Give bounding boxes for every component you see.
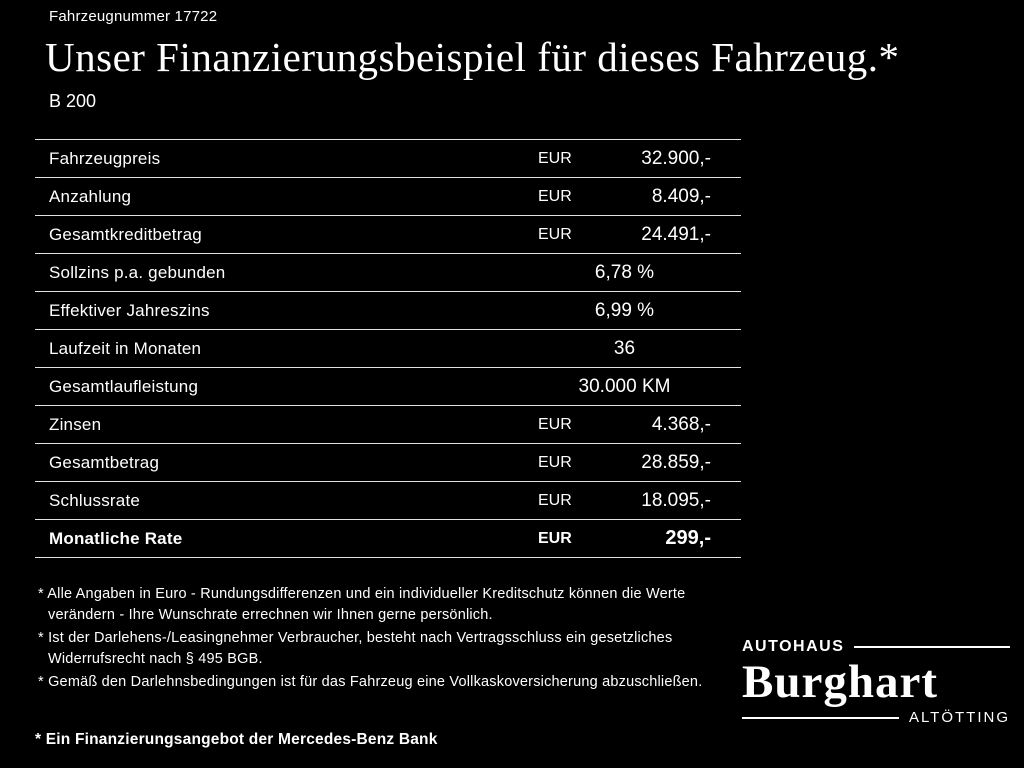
row-label: Anzahlung — [49, 186, 132, 206]
table-row: Sollzins p.a. gebunden 6,78 % — [35, 253, 741, 291]
footnote: * Alle Angaben in Euro - Rundungsdiffere… — [38, 586, 686, 623]
page-title: Unser Finanzierungsbeispiel für dieses F… — [45, 34, 900, 80]
row-currency: EUR — [538, 225, 572, 243]
row-label: Schlussrate — [49, 490, 141, 510]
table-row: Fahrzeugpreis EUR 32.900,- — [35, 139, 741, 177]
dealer-logo-top: AUTOHAUS — [742, 638, 1010, 656]
row-value: 36 — [613, 337, 636, 359]
financing-table: Fahrzeugpreis EUR 32.900,- Anzahlung EUR… — [35, 139, 741, 558]
row-value: 24.491,- — [641, 223, 711, 245]
table-row: Laufzeit in Monaten 36 — [35, 329, 741, 367]
footnotes: * Alle Angaben in Euro - Rundungsdiffere… — [35, 584, 750, 696]
row-currency: EUR — [538, 453, 572, 471]
row-label: Effektiver Jahreszins — [49, 300, 210, 320]
row-label: Monatliche Rate — [49, 528, 183, 548]
dealer-logo-bottom: ALTÖTTING — [742, 709, 1010, 726]
footnote: * Ist der Darlehens-/Leasingnehmer Verbr… — [38, 630, 673, 667]
row-currency: EUR — [538, 187, 572, 205]
row-value: 8.409,- — [651, 185, 711, 207]
row-value: 6,99 % — [594, 299, 655, 321]
row-label: Laufzeit in Monaten — [49, 338, 202, 358]
row-label: Sollzins p.a. gebunden — [49, 262, 226, 282]
row-currency: EUR — [538, 529, 572, 547]
vehicle-model: B 200 — [49, 91, 97, 111]
row-label: Zinsen — [49, 414, 102, 434]
row-currency: EUR — [538, 149, 572, 167]
table-row: Schlussrate EUR 18.095,- — [35, 481, 741, 519]
logo-divider-line — [854, 646, 1010, 648]
vehicle-number: Fahrzeugnummer 17722 — [49, 8, 218, 25]
row-label: Fahrzeugpreis — [49, 148, 161, 168]
row-label: Gesamtbetrag — [49, 452, 160, 472]
row-value: 18.095,- — [641, 489, 711, 511]
row-currency: EUR — [538, 415, 572, 433]
dealer-name: Burghart — [742, 656, 938, 708]
document-header: Fahrzeugnummer 17722 Unser Finanzierungs… — [35, 8, 1005, 112]
row-value: 28.859,- — [641, 451, 711, 473]
table-row: Zinsen EUR 4.368,- — [35, 405, 741, 443]
row-value: 6,78 % — [594, 261, 655, 283]
financing-bank-note: * Ein Finanzierungsangebot der Mercedes-… — [35, 731, 438, 748]
dealer-logo: AUTOHAUS Burghart ALTÖTTING — [742, 638, 1010, 726]
row-label: Gesamtkreditbetrag — [49, 224, 202, 244]
table-row-monthly-rate: Monatliche Rate EUR 299,- — [35, 519, 741, 557]
table-row: Anzahlung EUR 8.409,- — [35, 177, 741, 215]
dealer-logo-autohaus-label: AUTOHAUS — [742, 638, 845, 655]
footnote: * Gemäß den Darlehnsbedingungen ist für … — [38, 674, 703, 691]
table-row: Gesamtlaufleistung 30.000 KM — [35, 367, 741, 405]
table-row: Gesamtbetrag EUR 28.859,- — [35, 443, 741, 481]
dealer-city-label: ALTÖTTING — [908, 709, 1010, 727]
row-currency: EUR — [538, 491, 572, 509]
row-value: 4.368,- — [651, 413, 711, 435]
table-row: Gesamtkreditbetrag EUR 24.491,- — [35, 215, 741, 253]
row-value: 32.900,- — [641, 147, 711, 169]
row-value: 30.000 KM — [578, 375, 671, 397]
table-row: Effektiver Jahreszins 6,99 % — [35, 291, 741, 329]
row-label: Gesamtlaufleistung — [49, 376, 199, 396]
logo-divider-line — [742, 716, 899, 719]
row-value: 299,- — [665, 527, 711, 549]
